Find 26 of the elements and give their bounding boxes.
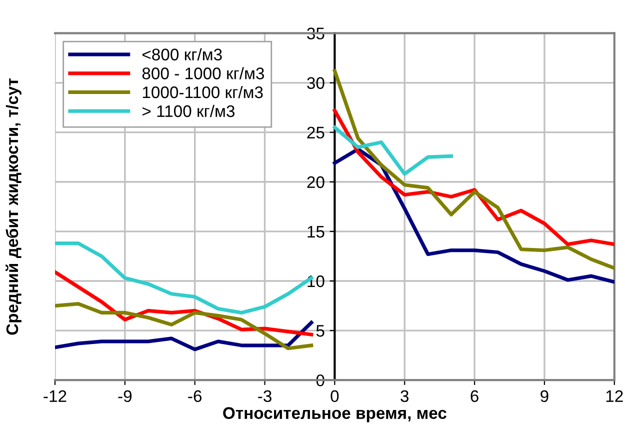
y-tick-label: 20 [307,176,324,188]
y-tick-label: 15 [308,226,324,238]
y-tick-label: 5 [316,325,324,337]
line-series [332,69,614,270]
x-tick-label: 9 [540,390,548,402]
x-tick-label: -9 [118,390,132,402]
line-series [55,302,314,350]
x-tick-label: -6 [188,390,202,402]
x-tick-label: 6 [470,390,478,402]
line-series [332,147,614,284]
x-tick-label: 12 [606,390,623,402]
y-axis-title: Средний дебит жидкости, т/сут [6,78,22,335]
line-series [55,320,314,352]
x-axis-title: Относительное время, мес [223,407,446,422]
y-tick-label: 25 [307,126,324,139]
x-tick-label: 0 [330,390,339,402]
x-tick-label: -12 [44,390,66,402]
y-tick-label: 30 [307,77,324,89]
line-series [332,108,614,246]
x-tick-label: 3 [400,390,409,402]
legend-label: 1000-1100 кг/м3 [142,86,263,98]
x-tick-label: -3 [258,390,272,402]
legend-label: 800 - 1000 кг/м3 [142,67,264,80]
legend-label: > 1100 кг/м3 [142,104,235,118]
legend-label: <800 кг/м3 [142,48,222,60]
line-series [332,126,454,176]
